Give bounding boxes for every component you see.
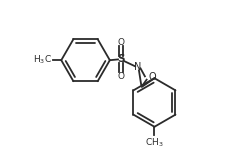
Text: O: O [117,72,124,81]
Text: S: S [117,54,125,64]
Text: $\mathregular{H_3C}$: $\mathregular{H_3C}$ [33,54,52,67]
Text: O: O [148,72,156,82]
Text: N: N [134,62,142,72]
Text: O: O [117,38,124,47]
Text: $\mathregular{CH_3}$: $\mathregular{CH_3}$ [145,137,164,149]
